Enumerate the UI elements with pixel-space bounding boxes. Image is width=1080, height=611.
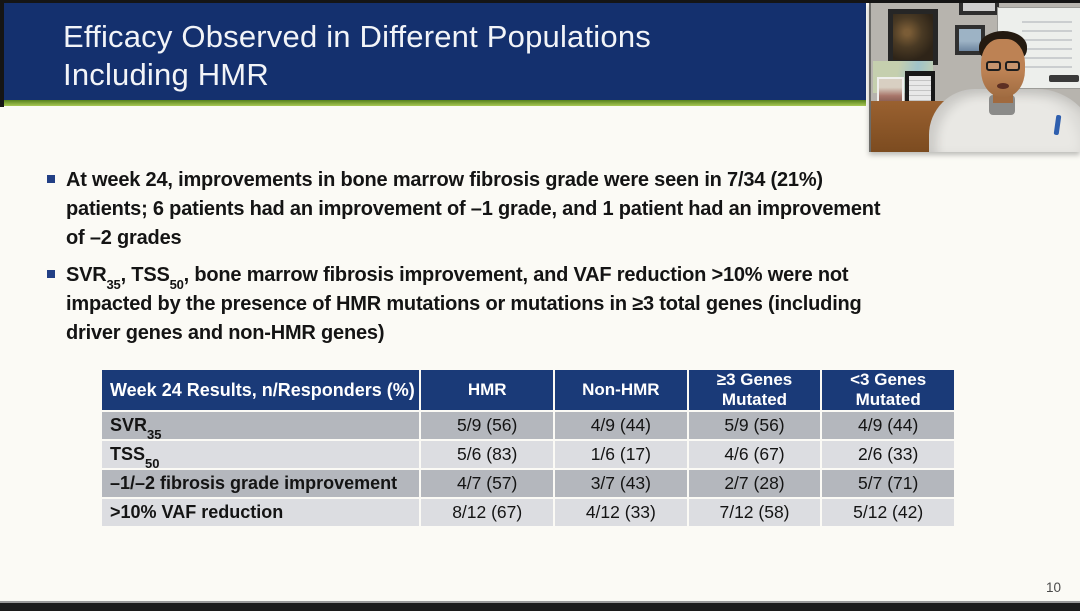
week-24-results-table: Week 24 Results, n/Responders (%) HMR Non-… bbox=[99, 368, 956, 528]
row-label: SVR35 bbox=[99, 410, 422, 441]
table-header-cell: HMR bbox=[419, 368, 556, 412]
header-accent-rule bbox=[4, 100, 866, 106]
table-cell: 2/7 (28) bbox=[686, 468, 823, 499]
table-cell: 4/9 (44) bbox=[820, 410, 956, 441]
row-label: TSS50 bbox=[99, 439, 422, 470]
table-row: TSS50 5/6 (83) 1/6 (17) 4/6 (67) 2/6 (33) bbox=[99, 439, 956, 470]
bottom-bar bbox=[0, 601, 1080, 611]
slide-header: Efficacy Observed in Different Populatio… bbox=[4, 3, 866, 100]
table-cell: 5/12 (42) bbox=[820, 497, 956, 528]
bullet-text-1: At week 24, improvements in bone marrow … bbox=[66, 169, 881, 249]
table-cell: 2/6 (33) bbox=[820, 439, 956, 470]
table-cell: 5/9 (56) bbox=[419, 410, 556, 441]
title-line-2: Including HMR bbox=[63, 57, 269, 92]
table-header-cell: <3 Genes Mutated bbox=[820, 368, 956, 412]
bullet-item-1: At week 24, improvements in bone marrow … bbox=[47, 166, 1022, 253]
bullet-text-2: SVR35, TSS50, bone marrow fibrosis impro… bbox=[66, 264, 862, 344]
row-label: >10% VAF reduction bbox=[99, 497, 422, 528]
table-header-row: Week 24 Results, n/Responders (%) HMR Non-… bbox=[99, 368, 956, 412]
table-cell: 8/12 (67) bbox=[419, 497, 556, 528]
presenter-glasses bbox=[983, 61, 1023, 72]
table-cell: 7/12 (58) bbox=[686, 497, 823, 528]
table-header-cell: Non-HMR bbox=[553, 368, 689, 412]
table-cell: 1/6 (17) bbox=[553, 439, 689, 470]
table-row: SVR35 5/9 (56) 4/9 (44) 5/9 (56) 4/9 (44) bbox=[99, 410, 956, 441]
table-cell: 5/9 (56) bbox=[686, 410, 823, 441]
table-row: >10% VAF reduction 8/12 (67) 4/12 (33) 7/12… bbox=[99, 497, 956, 528]
table-cell: 4/6 (67) bbox=[686, 439, 823, 470]
presenter-mouth bbox=[997, 83, 1009, 89]
title-line-1: Efficacy Observed in Different Populatio… bbox=[63, 19, 651, 54]
table-cell: 3/7 (43) bbox=[553, 468, 689, 499]
table-cell: 4/9 (44) bbox=[553, 410, 689, 441]
page-title: Efficacy Observed in Different Populatio… bbox=[63, 18, 866, 94]
table-cell: 5/7 (71) bbox=[820, 468, 956, 499]
left-border bbox=[0, 0, 4, 107]
row-label: –1/–2 fibrosis grade improvement bbox=[99, 468, 422, 499]
presenter-webcam-video bbox=[869, 3, 1080, 152]
bullet-square-icon bbox=[47, 175, 55, 183]
bullet-list: At week 24, improvements in bone marrow … bbox=[47, 166, 1022, 356]
table-row: –1/–2 fibrosis grade improvement 4/7 (57)… bbox=[99, 468, 956, 499]
bullet-square-icon bbox=[47, 270, 55, 278]
table-cell: 4/7 (57) bbox=[419, 468, 556, 499]
wall-art-frame bbox=[888, 9, 938, 65]
table-cell: 4/12 (33) bbox=[553, 497, 689, 528]
whiteboard-eraser bbox=[1049, 75, 1079, 82]
table-header-cell: ≥3 Genes Mutated bbox=[686, 368, 823, 412]
bullet-item-2: SVR35, TSS50, bone marrow fibrosis impro… bbox=[47, 261, 1022, 348]
page-number: 10 bbox=[1045, 580, 1061, 595]
wall-picture-frame bbox=[959, 3, 999, 15]
table-header-cell: Week 24 Results, n/Responders (%) bbox=[99, 368, 422, 412]
top-border bbox=[0, 0, 1080, 3]
table-cell: 5/6 (83) bbox=[419, 439, 556, 470]
